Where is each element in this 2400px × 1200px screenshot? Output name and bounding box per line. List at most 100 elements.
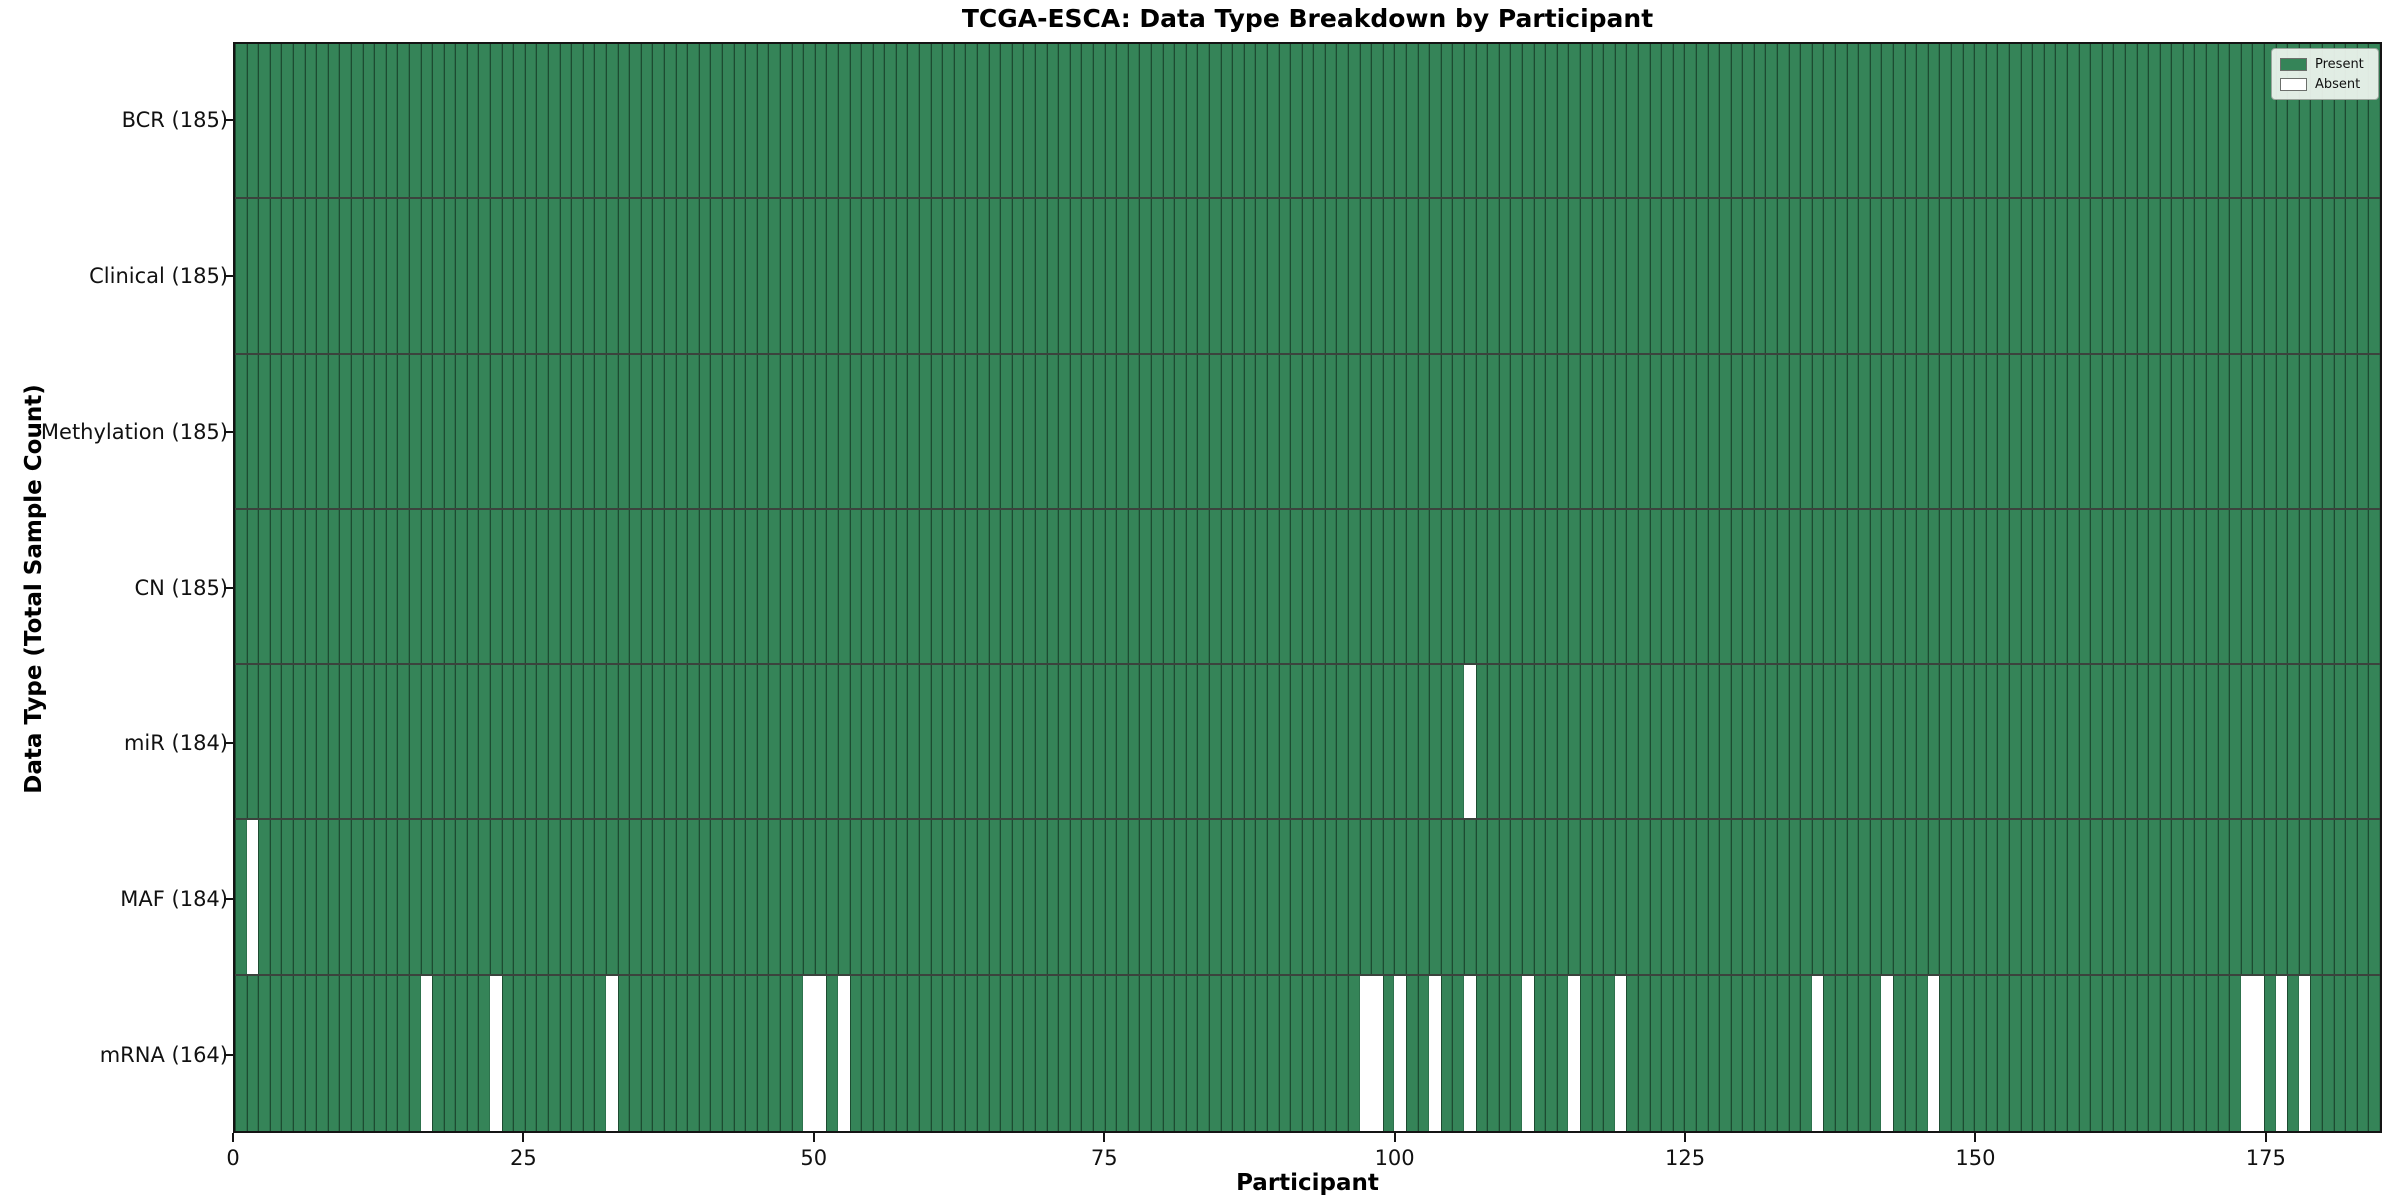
heatmap-cell — [1487, 975, 1499, 1131]
heatmap-cell — [2229, 665, 2241, 819]
heatmap-cell — [1000, 820, 1012, 974]
heatmap-cell — [536, 509, 549, 664]
heatmap-cell — [2310, 44, 2323, 198]
heatmap-cell — [1533, 44, 1546, 198]
heatmap-cell — [362, 975, 375, 1131]
heatmap-cell — [1452, 199, 1465, 353]
heatmap-cell — [1011, 975, 1024, 1131]
heatmap-cell — [1371, 820, 1383, 974]
y-tick-label: CN (185) — [134, 575, 228, 600]
heatmap-cell — [1035, 665, 1047, 819]
heatmap-cell — [1881, 665, 1894, 819]
heatmap-cell — [2043, 199, 2056, 353]
heatmap-cell — [977, 665, 989, 819]
heatmap-cell — [2217, 820, 2230, 974]
heatmap-cell — [1522, 199, 1534, 353]
heatmap-cell — [281, 354, 293, 508]
heatmap-cell — [1093, 820, 1105, 974]
heatmap-cell — [698, 665, 711, 819]
heatmap-cell — [1985, 820, 1998, 974]
heatmap-cell — [2322, 665, 2334, 819]
heatmap-cell — [316, 354, 328, 508]
heatmap-cell — [1649, 44, 1662, 198]
heatmap-cell — [304, 975, 317, 1131]
heatmap-cell — [710, 509, 722, 664]
heatmap-cell — [861, 820, 873, 974]
heatmap-cell — [1174, 44, 1186, 198]
heatmap-cell — [1452, 820, 1465, 974]
heatmap-cell — [316, 665, 328, 819]
heatmap-cell — [304, 354, 317, 508]
x-tick-mark — [1103, 1133, 1106, 1142]
heatmap-cell — [721, 665, 734, 819]
heatmap-cell — [1985, 665, 1998, 819]
heatmap-cell — [733, 199, 746, 353]
x-tick-mark — [522, 1133, 525, 1142]
heatmap-cell — [1997, 199, 2009, 353]
heatmap-cell — [2078, 354, 2091, 508]
heatmap-cell — [2206, 354, 2218, 508]
heatmap-cell — [1000, 199, 1012, 353]
heatmap-cell — [1962, 509, 1975, 664]
heatmap-cell — [803, 665, 815, 819]
heatmap-cell — [652, 509, 664, 664]
heatmap-cell — [2113, 354, 2125, 508]
heatmap-cell — [1869, 975, 1882, 1131]
heatmap-cell — [2275, 975, 2288, 1131]
heatmap-cell — [803, 509, 815, 664]
heatmap-cell — [791, 820, 804, 974]
heatmap-cell — [246, 820, 259, 974]
heatmap-cell — [664, 354, 676, 508]
heatmap-cell — [606, 975, 618, 1131]
heatmap-cell — [2194, 199, 2207, 353]
heatmap-cell — [895, 199, 908, 353]
heatmap-cell — [2368, 820, 2380, 974]
heatmap-cell — [1835, 820, 1847, 974]
heatmap-cell — [2194, 975, 2207, 1131]
heatmap-cell — [1464, 44, 1476, 198]
heatmap-cell — [2356, 354, 2369, 508]
heatmap-cell — [1429, 665, 1441, 819]
heatmap-cell — [1359, 44, 1372, 198]
heatmap-cell — [1104, 44, 1117, 198]
heatmap-cell — [1081, 975, 1093, 1131]
heatmap-cell — [1545, 199, 1557, 353]
heatmap-cell — [629, 509, 641, 664]
heatmap-cell — [1823, 354, 1836, 508]
heatmap-cell — [2252, 44, 2265, 198]
heatmap-cell — [536, 975, 549, 1131]
heatmap-cell — [1510, 354, 1522, 508]
heatmap-cell — [756, 665, 769, 819]
heatmap-cell — [362, 820, 375, 974]
heatmap-cell — [721, 354, 734, 508]
heatmap-cell — [745, 199, 757, 353]
heatmap-cell — [2310, 820, 2323, 974]
legend: Present Absent — [2271, 48, 2379, 100]
heatmap-cell — [374, 354, 386, 508]
heatmap-cell — [1069, 354, 1082, 508]
heatmap-cell — [490, 354, 502, 508]
heatmap-cell — [292, 199, 305, 353]
heatmap-cell — [1985, 199, 1998, 353]
heatmap-cell — [872, 354, 885, 508]
heatmap-cell — [2043, 509, 2056, 664]
heatmap-cell — [1614, 509, 1627, 664]
heatmap-cell — [1417, 820, 1430, 974]
heatmap-cell — [849, 820, 862, 974]
heatmap-cell — [1533, 354, 1546, 508]
heatmap-cell — [1719, 354, 1731, 508]
heatmap-cell — [1835, 199, 1847, 353]
heatmap-cell — [1649, 354, 1662, 508]
heatmap-cell — [524, 199, 537, 353]
heatmap-cell — [1348, 354, 1360, 508]
heatmap-row — [235, 509, 2380, 666]
heatmap-cell — [1359, 665, 1372, 819]
heatmap-cell — [1568, 354, 1580, 508]
heatmap-cell — [316, 509, 328, 664]
heatmap-cell — [977, 44, 989, 198]
heatmap-cell — [1278, 975, 1291, 1131]
heatmap-cell — [1150, 665, 1163, 819]
heatmap-cell — [1313, 44, 1325, 198]
heatmap-cell — [2136, 975, 2149, 1131]
heatmap-cell — [1533, 975, 1546, 1131]
